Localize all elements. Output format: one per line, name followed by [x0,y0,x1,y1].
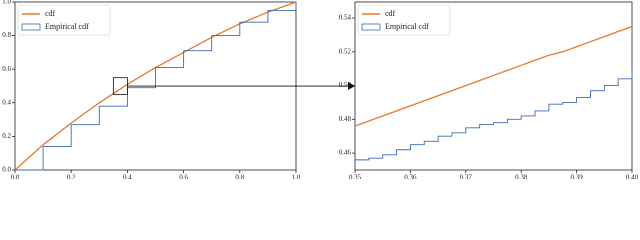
y-tick-label: 0.8 [2,31,11,39]
y-tick-label: 0.54 [339,14,352,22]
legend-box [17,4,111,36]
y-tick-label: 0.52 [339,47,352,55]
x-tick-label: 0.2 [67,174,76,179]
x-tick-label: 0.39 [570,174,583,179]
y-tick-label: 0.50 [339,81,352,89]
series-line [15,2,297,171]
legend-label: cdf [385,9,396,18]
x-tick-label: 0.35 [349,174,362,179]
x-tick-label: 0.36 [404,174,417,179]
page: 0.0 0.2 0.4 0.6 0.8 1.0 0.0 0.2 0.4 0.6 0.8 1.0 cdf E… [2,0,639,179]
x-tick-label: 0.0 [11,174,20,179]
series-line [354,25,633,127]
x-tick-label: 1.0 [292,174,301,179]
zoom-arrowhead [348,82,355,91]
y-tick-label: 0.2 [2,132,11,140]
x-tick-label: 0.40 [626,174,639,179]
y-tick-label: 1.0 [2,0,11,6]
x-tick-label: 0.8 [235,174,244,179]
legend-swatch [21,23,41,31]
legend-swatch [361,23,381,31]
x-tick-label: 0.6 [179,174,188,179]
figure: 0.0 0.2 0.4 0.6 0.8 1.0 0.0 0.2 0.4 0.6 0.8 1.0 cdf E… [2,0,639,179]
legend-box [357,4,451,36]
legend-label: Empirical cdf [385,22,429,31]
y-tick-label: 0.46 [339,149,352,157]
axes-frame [354,1,633,171]
legend-label: cdf [45,9,56,18]
y-tick-label: 0.0 [2,166,11,174]
y-tick-label: 0.4 [2,98,11,106]
y-tick-label: 0.6 [2,65,11,73]
x-tick-label: 0.4 [123,174,132,179]
x-tick-label: 0.38 [515,174,528,179]
legend-label: Empirical cdf [45,22,89,31]
x-tick-label: 0.37 [460,174,473,179]
y-tick-label: 0.48 [339,115,352,123]
series-line [355,70,633,161]
